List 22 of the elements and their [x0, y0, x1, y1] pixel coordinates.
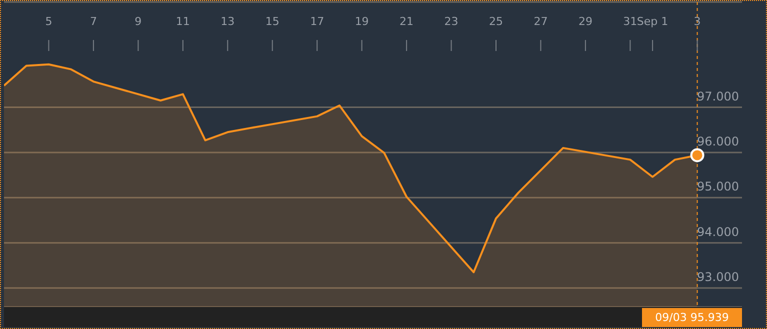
x-tick-label: 13 [220, 15, 235, 28]
y-tick-label: 94.000 [697, 224, 739, 239]
x-tick-label: 19 [354, 15, 369, 28]
y-tick-label: 97.000 [697, 89, 739, 104]
x-tick-label: 31 [623, 15, 638, 28]
y-tick-label: 96.000 [697, 134, 739, 148]
x-tick-label: 15 [265, 15, 280, 28]
x-tick-label: 7 [90, 15, 97, 28]
x-tick-label: 5 [45, 15, 52, 28]
x-tick-label: 9 [134, 15, 142, 28]
x-tick-label: 21 [400, 15, 414, 28]
y-tick-label: 93.000 [697, 270, 739, 284]
x-tick-label: 27 [534, 15, 548, 28]
text: 09/03 95.939 [642, 308, 742, 327]
x-tick-label: 23 [444, 15, 458, 28]
x-tick-label: 3 [694, 15, 701, 28]
x-tick-label: Sep 1 [636, 15, 668, 28]
x-tick-label: 25 [489, 15, 503, 28]
x-tick-label: 29 [578, 15, 592, 28]
x-tick-label: 11 [176, 15, 190, 28]
y-tick-label: 95.000 [697, 180, 739, 194]
x-tick-label: 17 [310, 15, 324, 28]
